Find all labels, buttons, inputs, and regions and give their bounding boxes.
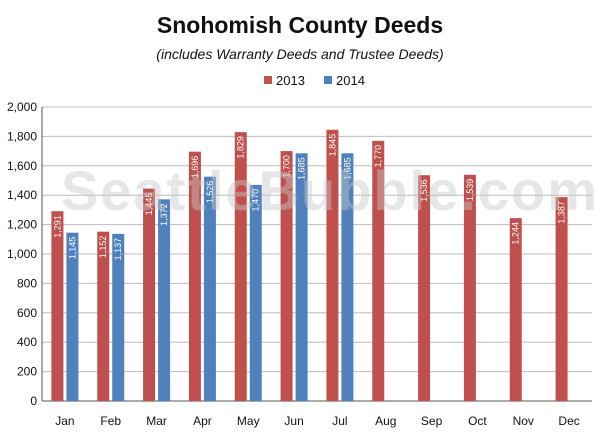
chart-subtitle: (includes Warranty Deeds and Trustee Dee… (156, 46, 443, 62)
legend-label: 2014 (336, 73, 365, 88)
x-tick-label: Feb (100, 414, 121, 428)
y-tick-label: 1,000 (7, 247, 37, 261)
y-tick-label: 1,600 (7, 159, 37, 173)
y-tick-label: 1,800 (7, 129, 37, 143)
legend-swatch (324, 76, 332, 84)
y-tick-label: 800 (17, 276, 37, 290)
bar-2013-Dec (555, 197, 568, 401)
bar-2013-Oct (463, 174, 476, 401)
data-label: 1,526 (205, 181, 215, 204)
bar-2014-Mar (158, 199, 171, 401)
y-tick-label: 0 (30, 394, 37, 408)
y-axis: 0 200 400 600 800 1,000 1,200 1,400 1,600 1,800 2,… (7, 100, 37, 408)
data-label: 1,137 (113, 238, 123, 261)
bar-2014-Jun (295, 153, 308, 401)
legend-swatch (264, 76, 272, 84)
data-label: 1,152 (98, 236, 108, 259)
x-tick-label: Jul (332, 414, 347, 428)
data-label: 1,244 (511, 222, 521, 245)
data-label: 1,539 (465, 179, 475, 202)
y-tick-label: 2,000 (7, 100, 37, 114)
bar-2013-Sep (418, 175, 431, 401)
bar-2014-May (249, 184, 262, 401)
y-tick-label: 400 (17, 335, 37, 349)
legend-label: 2013 (276, 73, 305, 88)
y-tick-label: 1,200 (7, 218, 37, 232)
x-tick-label: Nov (513, 414, 534, 428)
bar-2013-Jul (326, 129, 339, 401)
bar-2014-Jul (341, 153, 354, 401)
y-tick-label: 1,400 (7, 188, 37, 202)
data-label: 1,700 (282, 155, 292, 178)
watermark: SeattleBubble.com (61, 159, 599, 222)
y-tick-label: 200 (17, 365, 37, 379)
data-label: 1,291 (52, 215, 62, 238)
bar-2013-Jun (280, 151, 293, 401)
x-tick-label: Aug (375, 414, 396, 428)
y-tick-label: 600 (17, 306, 37, 320)
bar-2013-Mar (143, 188, 156, 401)
x-tick-label: Sep (421, 414, 443, 428)
data-label: 1,845 (327, 134, 337, 157)
x-axis: Jan Feb Mar Apr May Jun Jul Aug Sep Oct Nov Dec (55, 414, 580, 428)
chart-title: Snohomish County Deeds (157, 12, 443, 38)
bar-2013-May (234, 132, 247, 401)
bar-2014-Jan (66, 232, 79, 401)
data-label: 1,445 (144, 193, 154, 216)
bar-2013-Nov (509, 218, 522, 401)
bar-2013-Feb (97, 231, 110, 401)
data-label: 1,372 (159, 203, 169, 226)
x-tick-label: Oct (468, 414, 487, 428)
bar-2014-Feb (112, 233, 125, 401)
data-label: 1,685 (297, 157, 307, 180)
x-tick-label: Jan (55, 414, 74, 428)
bars: 1,291 1,145 1,152 1,137 1,445 1,372 1,696 1,526… (51, 129, 568, 401)
bar-2013-Jan (51, 211, 64, 401)
grid (41, 106, 592, 402)
x-tick-label: Apr (193, 414, 212, 428)
x-tick-label: Dec (558, 414, 579, 428)
data-label: 1,387 (557, 201, 567, 224)
bar-2013-Aug (372, 140, 385, 401)
x-tick-label: May (237, 414, 260, 428)
data-label: 1,770 (373, 145, 383, 168)
data-label: 1,685 (342, 157, 352, 180)
x-tick-label: Jun (284, 414, 303, 428)
data-label: 1,145 (67, 237, 77, 260)
x-tick-label: Mar (146, 414, 167, 428)
data-label: 1,470 (251, 189, 261, 212)
bar-2013-Apr (188, 151, 201, 401)
bar-2014-Apr (203, 176, 216, 401)
legend: 2013 2014 (264, 73, 365, 88)
data-label: 1,829 (236, 136, 246, 159)
data-label: 1,536 (419, 179, 429, 202)
data-label: 1,696 (190, 156, 200, 179)
